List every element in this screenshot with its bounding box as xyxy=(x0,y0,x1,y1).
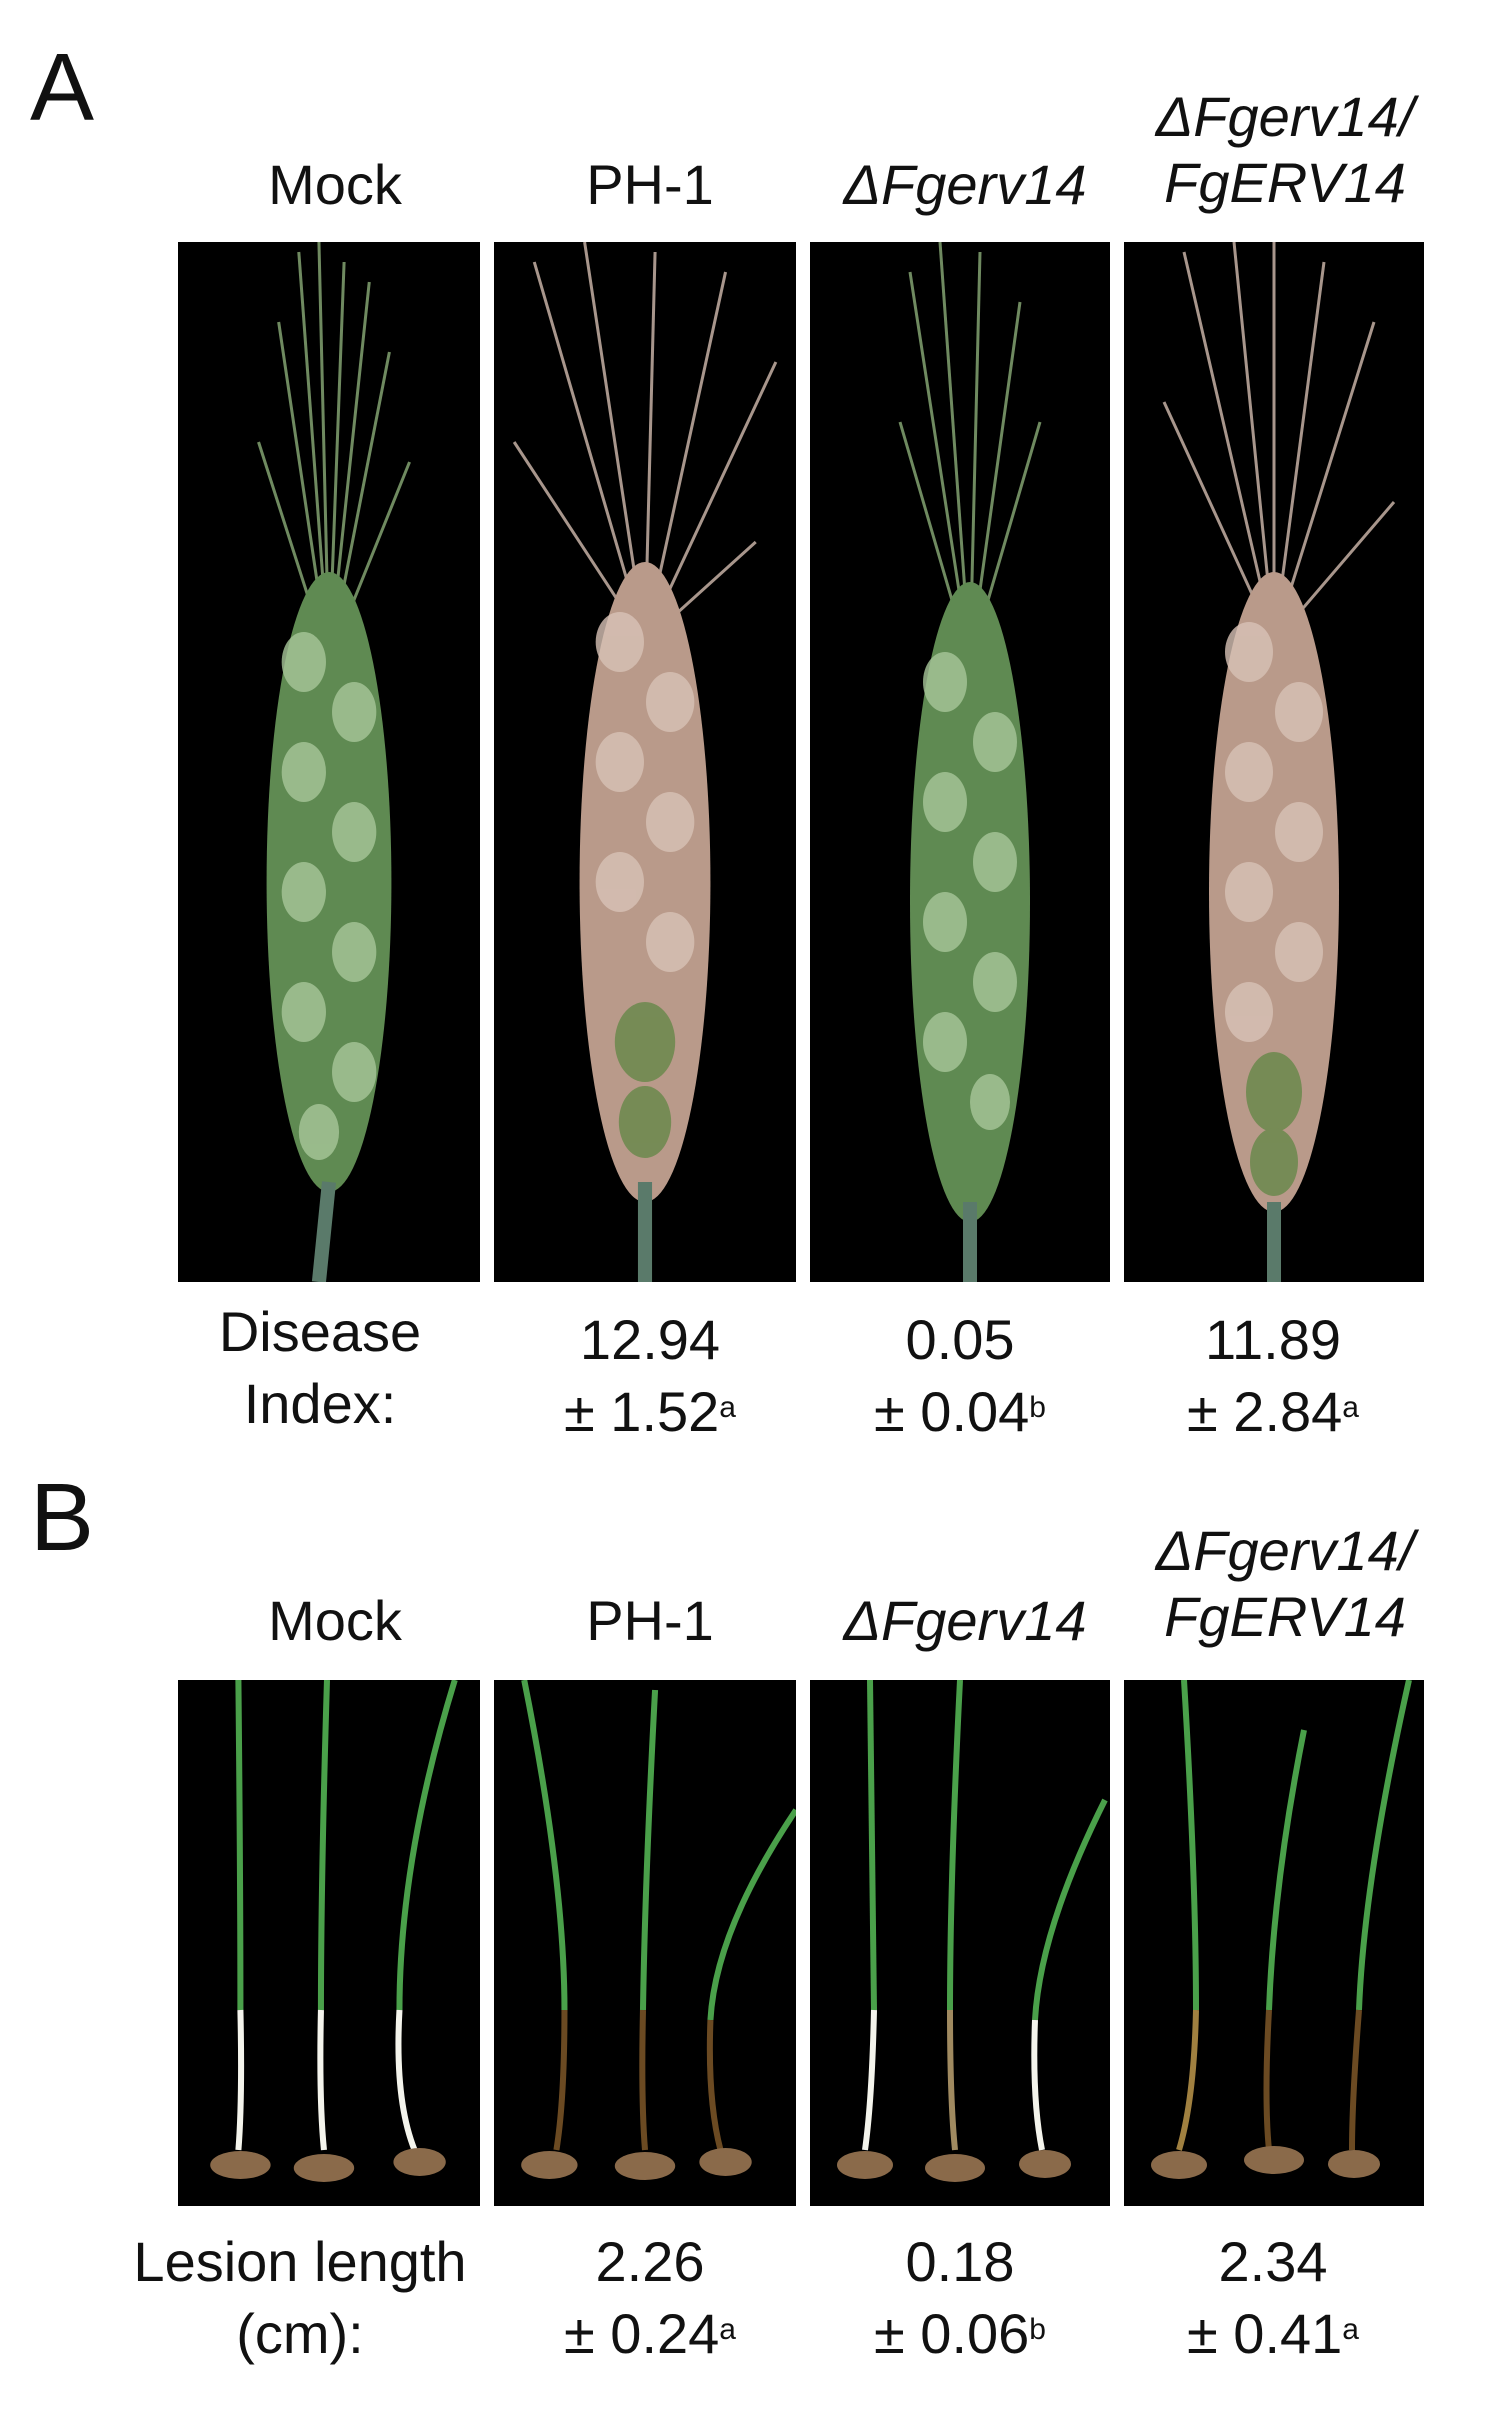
col-label-text: Mock xyxy=(268,153,402,216)
panel-b-col-label-mutant: ΔFgerv14 xyxy=(810,1588,1120,1654)
panel-a-col-label-mutant: ΔFgerv14 xyxy=(810,152,1120,218)
stat-error: ± 2.84 xyxy=(1187,1380,1343,1443)
stat-error: ± 0.24 xyxy=(564,2302,720,2365)
seedlings-healthy-image xyxy=(210,1680,458,2182)
stat-group: b xyxy=(1029,1391,1046,1424)
stat-value: 11.89 xyxy=(1205,1308,1341,1371)
spike-infected-image xyxy=(1162,242,1396,1282)
stat-error: ± 0.04 xyxy=(874,1380,1030,1443)
stat-value: 12.94 xyxy=(579,1308,721,1371)
stat-error: ± 0.06 xyxy=(874,2302,1030,2365)
panel-a-col-label-ph1: PH-1 xyxy=(495,152,805,218)
disease-index-label: Disease Index: xyxy=(170,1296,470,1440)
photo-spike-complement xyxy=(1124,242,1424,1282)
col-label-text: PH-1 xyxy=(586,1589,714,1652)
panel-b-col-label-complement: ΔFgerv14/ FgERV14 xyxy=(1120,1518,1450,1650)
stat-value: 0.18 xyxy=(905,2230,1015,2293)
stat-group: a xyxy=(719,2313,736,2346)
lesion-length-complement: 2.34 ± 0.41a xyxy=(1118,2226,1428,2370)
stat-value: 2.26 xyxy=(595,2230,705,2293)
disease-index-mutant: 0.05 ± 0.04b xyxy=(805,1304,1115,1448)
row-label-line2: (cm): xyxy=(236,2302,364,2365)
panel-b-col-label-mock: Mock xyxy=(180,1588,490,1654)
spike-infected-image xyxy=(512,242,778,1282)
col-label-line1: ΔFgerv14/ xyxy=(1155,85,1415,148)
panel-b-col-label-ph1: PH-1 xyxy=(495,1588,805,1654)
panel-a-letter: A xyxy=(30,34,95,141)
photo-seedling-ph1 xyxy=(494,1680,796,2206)
stat-error: ± 1.52 xyxy=(564,1380,720,1443)
disease-index-complement: 11.89 ± 2.84a xyxy=(1118,1304,1428,1448)
col-label-text: ΔFgerv14 xyxy=(843,153,1087,216)
row-label-line2: Index: xyxy=(243,1372,397,1435)
stat-value: 0.05 xyxy=(905,1308,1015,1371)
col-label-line1: ΔFgerv14/ xyxy=(1155,1519,1415,1582)
row-label-line1: Lesion length xyxy=(133,2230,467,2293)
seedlings-infected-image xyxy=(521,1680,796,2180)
photo-spike-ph1 xyxy=(494,242,796,1282)
stat-group: a xyxy=(1342,1391,1359,1424)
lesion-length-mutant: 0.18 ± 0.06b xyxy=(805,2226,1115,2370)
stat-group: a xyxy=(1342,2313,1359,2346)
col-label-line2: FgERV14 xyxy=(1164,1585,1406,1648)
stat-error: ± 0.41 xyxy=(1187,2302,1343,2365)
seedlings-infected-image xyxy=(1151,1680,1412,2179)
panel-a-col-label-mock: Mock xyxy=(180,152,490,218)
col-label-text: ΔFgerv14 xyxy=(843,1589,1087,1652)
spike-healthy-image xyxy=(898,242,1042,1282)
col-label-text: PH-1 xyxy=(586,153,714,216)
lesion-length-ph1: 2.26 ± 0.24a xyxy=(495,2226,805,2370)
panel-a-col-label-complement: ΔFgerv14/ FgERV14 xyxy=(1120,84,1450,216)
photo-spike-mutant xyxy=(810,242,1110,1282)
spike-healthy-image xyxy=(257,242,411,1282)
stat-group: a xyxy=(719,1391,736,1424)
panel-b-letter: B xyxy=(30,1464,95,1571)
photo-seedling-mock xyxy=(178,1680,480,2206)
photo-spike-mock xyxy=(178,242,480,1282)
stat-group: b xyxy=(1029,2313,1046,2346)
seedlings-healthy-image xyxy=(837,1680,1108,2182)
stat-value: 2.34 xyxy=(1218,2230,1328,2293)
disease-index-ph1: 12.94 ± 1.52a xyxy=(495,1304,805,1448)
col-label-line2: FgERV14 xyxy=(1164,151,1406,214)
row-label-line1: Disease xyxy=(218,1300,422,1363)
photo-seedling-mutant xyxy=(810,1680,1110,2206)
lesion-length-label: Lesion length (cm): xyxy=(90,2226,510,2370)
col-label-text: Mock xyxy=(268,1589,402,1652)
photo-seedling-complement xyxy=(1124,1680,1424,2206)
